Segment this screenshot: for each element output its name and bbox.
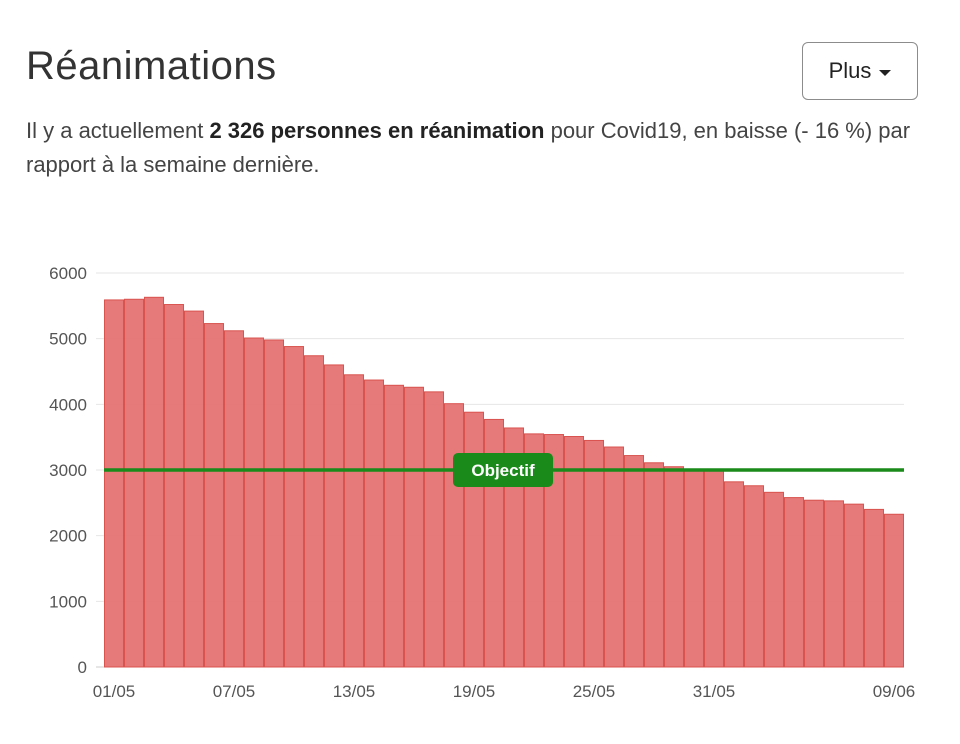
bar bbox=[764, 491, 784, 668]
x-tick-label: 07/05 bbox=[213, 682, 256, 701]
bar bbox=[524, 433, 544, 668]
summary-prefix: Il y a actuellement bbox=[26, 118, 210, 143]
bar-layer bbox=[104, 296, 904, 668]
bar bbox=[164, 304, 184, 668]
y-tick-label: 5000 bbox=[49, 330, 87, 349]
y-tick-label: 2000 bbox=[49, 527, 87, 546]
bar bbox=[124, 298, 144, 668]
bar bbox=[264, 339, 284, 668]
bar bbox=[804, 499, 824, 668]
bar bbox=[564, 436, 584, 668]
bar bbox=[864, 508, 884, 668]
bar bbox=[304, 355, 324, 668]
x-tick-label: 13/05 bbox=[333, 682, 376, 701]
bar bbox=[344, 374, 364, 668]
bar bbox=[244, 337, 264, 668]
bar bbox=[224, 330, 244, 668]
bar bbox=[504, 427, 524, 668]
summary-highlight: 2 326 personnes en réanimation bbox=[209, 118, 545, 143]
bar bbox=[324, 364, 344, 668]
bar bbox=[444, 403, 464, 668]
objective-label: Objectif bbox=[471, 461, 535, 480]
bar bbox=[664, 466, 684, 668]
x-tick-label: 19/05 bbox=[453, 682, 496, 701]
bar bbox=[744, 485, 764, 668]
bar bbox=[604, 446, 624, 668]
bar bbox=[544, 434, 564, 668]
bar bbox=[724, 481, 744, 668]
bar bbox=[464, 411, 484, 668]
objective-layer: Objectif bbox=[104, 453, 904, 487]
summary-suffix: pour Covid19, en baisse (- 16 %) par rap… bbox=[26, 118, 911, 177]
y-tick-label: 0 bbox=[78, 658, 87, 677]
bar bbox=[204, 323, 224, 668]
caret-down-icon bbox=[879, 69, 892, 76]
bar bbox=[364, 379, 384, 668]
bar bbox=[404, 386, 424, 668]
bar bbox=[644, 462, 664, 668]
x-tick-label: 09/06 bbox=[873, 682, 916, 701]
x-tick-label: 31/05 bbox=[693, 682, 736, 701]
bar bbox=[784, 497, 804, 668]
y-tick-label: 3000 bbox=[49, 461, 87, 480]
bar bbox=[624, 455, 644, 668]
bar bbox=[844, 503, 864, 668]
objective-badge bbox=[453, 453, 553, 487]
y-tick-label: 6000 bbox=[49, 264, 87, 283]
axis-layer: 0 1000 2000 3000 4000 5000 6000 01/05 07/05 13/05… bbox=[49, 264, 915, 701]
bar bbox=[384, 384, 404, 668]
bar bbox=[424, 391, 444, 668]
page-title: Réanimations bbox=[26, 44, 277, 88]
x-tick-label: 25/05 bbox=[573, 682, 616, 701]
summary-text: Il y a actuellement 2 326 personnes en r… bbox=[26, 114, 936, 182]
y-tick-label: 1000 bbox=[49, 592, 87, 611]
bar bbox=[824, 500, 844, 668]
bar bbox=[584, 439, 604, 668]
bar bbox=[284, 346, 304, 668]
bar bbox=[684, 469, 704, 668]
bar bbox=[104, 299, 124, 668]
more-button-label: Plus bbox=[828, 58, 872, 83]
y-tick-label: 4000 bbox=[49, 395, 87, 414]
bar bbox=[704, 470, 724, 668]
x-tick-label: 01/05 bbox=[93, 682, 136, 701]
bar bbox=[884, 513, 904, 668]
bar bbox=[144, 296, 164, 668]
bar bbox=[184, 310, 204, 668]
more-button[interactable]: Plus bbox=[802, 42, 918, 100]
